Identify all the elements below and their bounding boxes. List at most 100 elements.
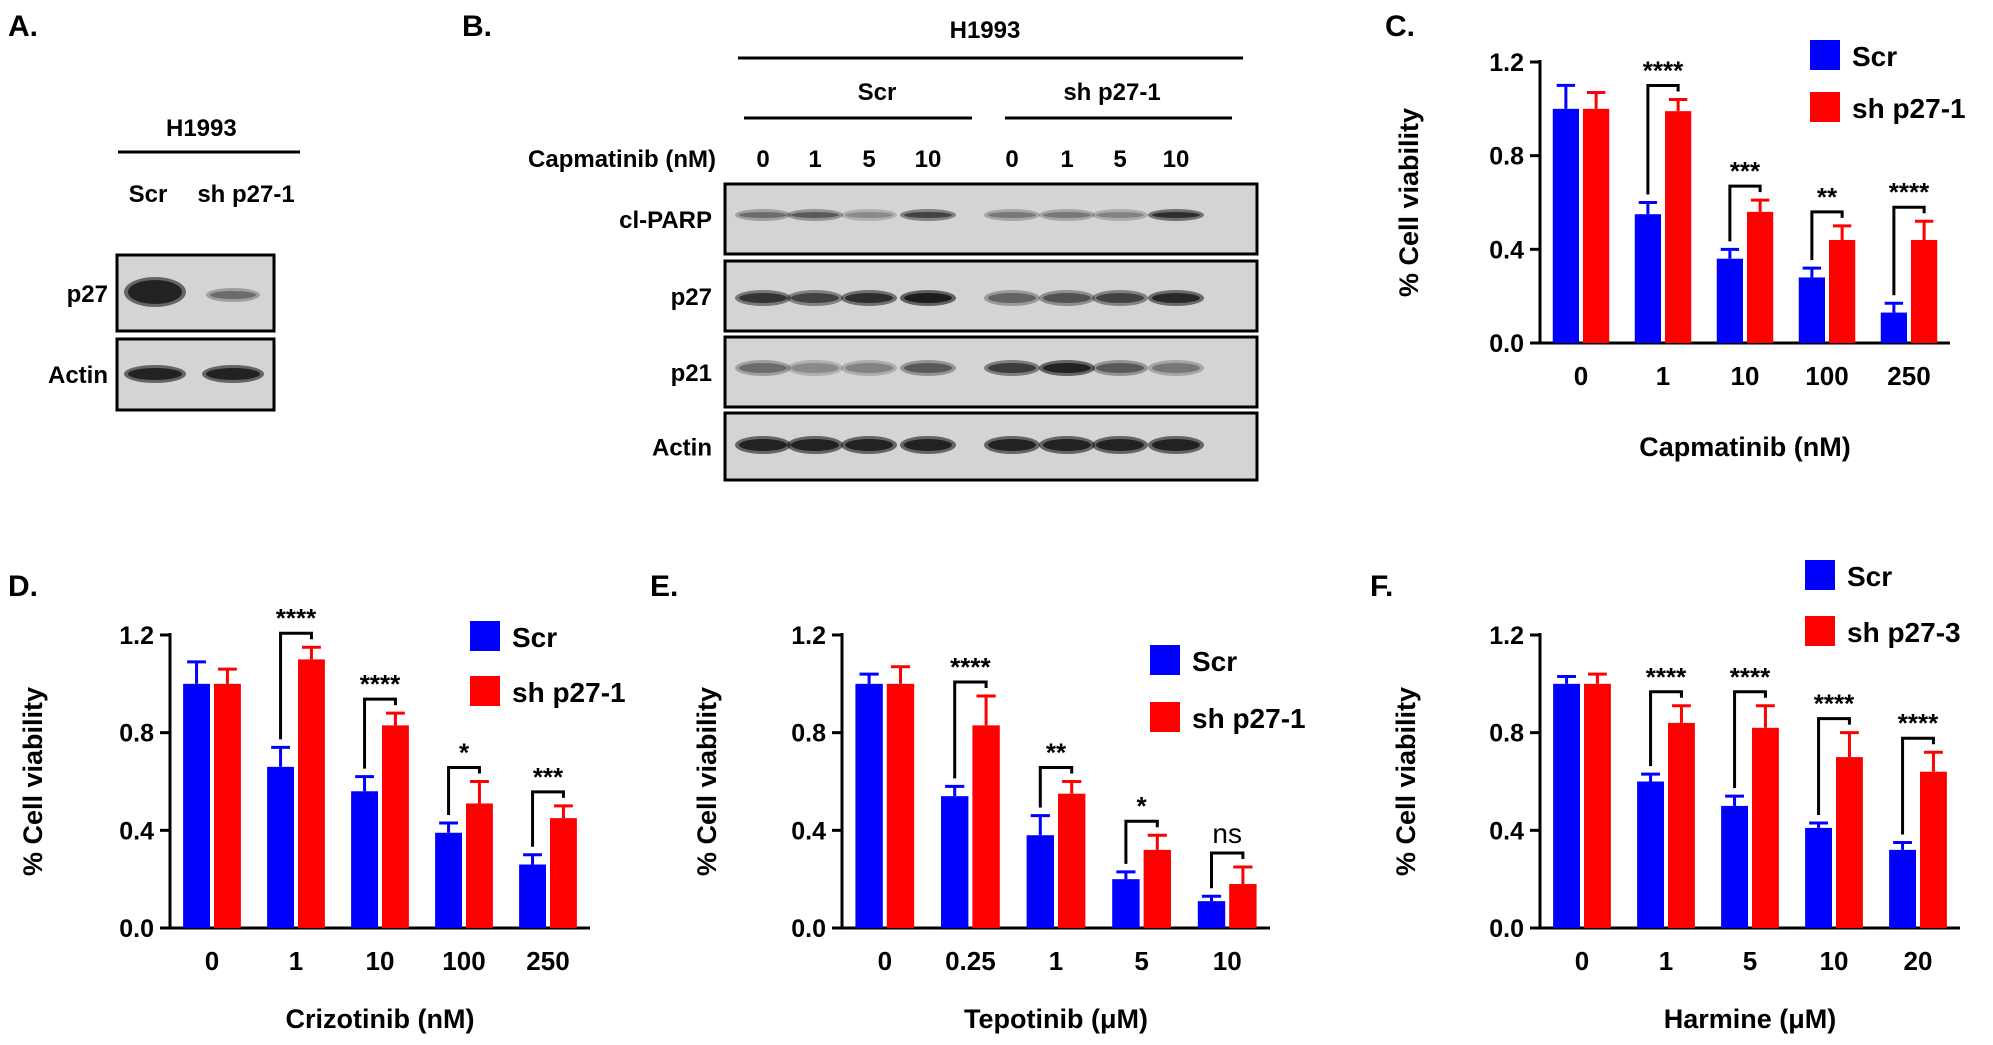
panel-b-blot-0-frame: [723, 182, 1259, 256]
significance-label: ****: [1643, 55, 1684, 85]
panel-a-lane-scr: Scr: [129, 181, 168, 208]
bar-scr: [1553, 683, 1580, 928]
significance-bracket: [1733, 690, 1767, 789]
significance-bracket: [1649, 690, 1683, 767]
panel-a-cell-line: H1993: [166, 115, 237, 142]
band: [1092, 360, 1148, 376]
panel-b-blot-0: [723, 182, 1259, 256]
bar-sh-p27-1: [1665, 111, 1692, 343]
panel-b-dose: 5: [1113, 146, 1126, 173]
legend-swatch: [1805, 560, 1835, 590]
band-core: [128, 368, 182, 380]
panel-b-dose: 10: [915, 146, 942, 173]
band: [1039, 209, 1095, 221]
band-core: [1043, 212, 1091, 218]
panel-b-group-scr: Scr: [858, 79, 897, 106]
significance-bracket: [1728, 184, 1762, 242]
bar-sh-p27-1: [298, 659, 325, 928]
y-tick-label: 0.0: [1489, 915, 1524, 943]
y-tick-label: 0.8: [791, 720, 826, 748]
band-core: [1043, 293, 1091, 303]
x-tick-label: 20: [1904, 946, 1933, 976]
significance-bracket: [953, 680, 988, 779]
x-tick-label: 1: [1659, 946, 1673, 976]
panel-a-lane-sh: sh p27-1: [197, 181, 294, 208]
panel-a-letter: A.: [8, 10, 38, 43]
bar-scr: [1889, 849, 1916, 928]
panel-b-group-sh: sh p27-1: [1063, 79, 1160, 106]
significance-bracket: [1892, 205, 1926, 296]
significance-label: *: [1137, 791, 1148, 821]
band-core: [210, 291, 256, 299]
significance-label: ****: [1646, 662, 1687, 692]
bar-scr: [183, 683, 210, 928]
band-core: [988, 363, 1036, 373]
significance-label: *: [459, 738, 470, 768]
legend-label: sh p27-1: [1852, 93, 1966, 124]
significance-label: ***: [1730, 156, 1761, 186]
band-core: [739, 363, 787, 373]
significance-label: ****: [1730, 662, 1771, 692]
bar-sh-p27-1: [1829, 239, 1856, 343]
bar-sh-p27-1: [972, 725, 1000, 928]
band: [984, 290, 1040, 306]
panel-b-blot-label: p21: [671, 360, 712, 387]
y-axis-label: % Cell viability: [1391, 687, 1421, 876]
panel-b-blot-2: [723, 335, 1259, 409]
bar-sh-p27-1: [886, 683, 915, 928]
bar-sh-p27-1: [1583, 108, 1610, 343]
x-tick-label: 100: [442, 946, 485, 976]
band-core: [791, 212, 839, 218]
panel-letter: C.: [1385, 10, 1415, 43]
x-tick-label: 0.25: [945, 946, 996, 976]
bar-sh-p27-3: [1584, 683, 1611, 928]
significance-bracket: [1646, 83, 1680, 195]
x-tick-label: 10: [1820, 946, 1849, 976]
x-tick-label: 1: [1049, 946, 1063, 976]
band-core: [1096, 212, 1144, 218]
band-core: [1096, 293, 1144, 303]
band: [841, 209, 897, 221]
bar-scr: [1112, 879, 1140, 928]
significance-label: ns: [1212, 818, 1242, 849]
y-axis-label: % Cell viability: [692, 687, 722, 876]
band-core: [1152, 212, 1200, 218]
significance-bracket: [1210, 851, 1245, 889]
panel-b-dose: 5: [862, 146, 875, 173]
band-core: [845, 293, 893, 303]
band: [1092, 209, 1148, 221]
band: [1039, 290, 1095, 306]
significance-bracket: [279, 631, 313, 740]
significance-label: ****: [1889, 177, 1930, 207]
chart-c: C.0.00.40.81.20 1 10 100 250********* ****Cap…: [1385, 10, 1966, 462]
significance-label: ****: [1814, 689, 1855, 719]
legend-label: Scr: [1852, 41, 1897, 72]
band-core: [904, 439, 952, 451]
bar-scr: [1197, 901, 1226, 928]
band: [735, 360, 791, 376]
significance-bracket: [1810, 210, 1844, 261]
panel-b-blot-label: p27: [671, 284, 712, 311]
bar-scr: [1798, 277, 1825, 343]
panel-a: A. H1993 Scr sh p27-1 p27 Actin: [8, 10, 300, 389]
panel-b-blot-3: [723, 411, 1259, 482]
legend-label: Scr: [512, 622, 557, 653]
bar-sh-p27-1: [466, 803, 493, 928]
band-core: [1152, 293, 1200, 303]
band: [787, 290, 843, 306]
x-tick-label: 1: [289, 946, 303, 976]
bar-sh-p27-3: [1836, 757, 1863, 928]
panel-b-dose-label: Capmatinib (nM): [528, 146, 716, 173]
x-tick-label: 5: [1134, 946, 1148, 976]
significance-bracket: [1817, 717, 1851, 816]
chart-e: E.0.00.40.81.20 0.25 1 5 10*******nsTepotini…: [650, 570, 1306, 1034]
panel-b-dose: 10: [1163, 146, 1190, 173]
x-tick-label: 250: [526, 946, 569, 976]
bar-scr: [1805, 827, 1832, 928]
band-core: [206, 368, 260, 380]
panel-b-blot-label: cl-PARP: [619, 207, 712, 234]
panel-b-cell-line: H1993: [950, 17, 1021, 44]
band-core: [739, 439, 787, 451]
y-tick-label: 0.0: [119, 915, 154, 943]
band-core: [845, 212, 893, 218]
